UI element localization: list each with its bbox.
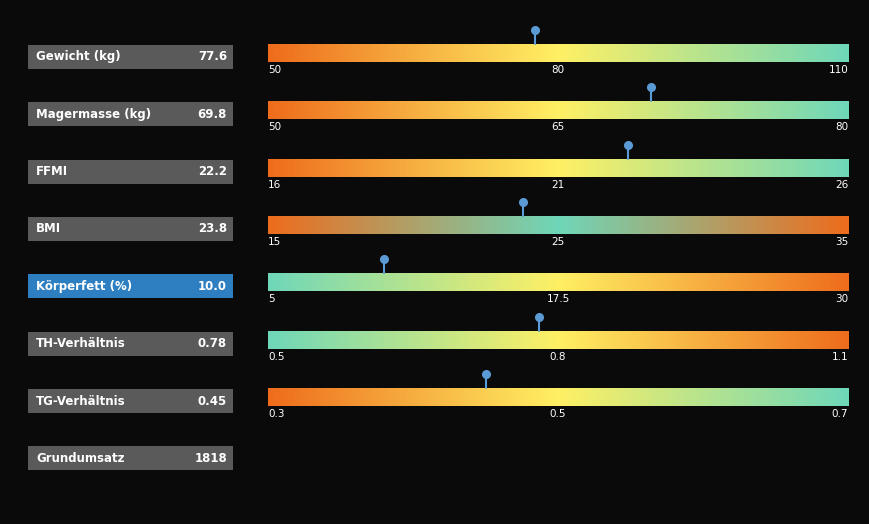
- Text: TH-Verhältnis: TH-Verhältnis: [36, 337, 126, 350]
- Text: 30: 30: [834, 294, 847, 304]
- Text: Grundumsatz: Grundumsatz: [36, 452, 124, 465]
- Text: 10.0: 10.0: [198, 280, 227, 293]
- Text: 15: 15: [268, 237, 281, 247]
- Text: 35: 35: [834, 237, 847, 247]
- Text: 1.1: 1.1: [831, 352, 847, 362]
- FancyBboxPatch shape: [28, 159, 233, 183]
- Text: 0.78: 0.78: [197, 337, 227, 350]
- FancyBboxPatch shape: [28, 274, 233, 298]
- Text: Magermasse (kg): Magermasse (kg): [36, 107, 151, 121]
- Text: Körperfett (%): Körperfett (%): [36, 280, 132, 293]
- Text: 0.7: 0.7: [831, 409, 847, 419]
- FancyBboxPatch shape: [28, 332, 233, 356]
- Text: 80: 80: [834, 122, 847, 132]
- Text: 23.8: 23.8: [197, 222, 227, 235]
- Text: 0.45: 0.45: [197, 395, 227, 408]
- Text: 5: 5: [268, 294, 275, 304]
- Text: Gewicht (kg): Gewicht (kg): [36, 50, 121, 63]
- FancyBboxPatch shape: [28, 217, 233, 241]
- Text: 17.5: 17.5: [546, 294, 569, 304]
- Text: 0.3: 0.3: [268, 409, 284, 419]
- Text: 50: 50: [268, 65, 281, 75]
- Text: 69.8: 69.8: [197, 107, 227, 121]
- Text: 80: 80: [551, 65, 564, 75]
- FancyBboxPatch shape: [28, 389, 233, 413]
- Text: 21: 21: [551, 180, 564, 190]
- Text: TG-Verhältnis: TG-Verhältnis: [36, 395, 125, 408]
- Text: 50: 50: [268, 122, 281, 132]
- Text: 0.5: 0.5: [268, 352, 284, 362]
- Text: 0.5: 0.5: [549, 409, 566, 419]
- Text: FFMI: FFMI: [36, 165, 68, 178]
- Text: 0.8: 0.8: [549, 352, 566, 362]
- Text: 65: 65: [551, 122, 564, 132]
- Text: 25: 25: [551, 237, 564, 247]
- Text: 22.2: 22.2: [198, 165, 227, 178]
- Text: BMI: BMI: [36, 222, 61, 235]
- Text: 110: 110: [827, 65, 847, 75]
- FancyBboxPatch shape: [28, 446, 233, 471]
- Text: 77.6: 77.6: [197, 50, 227, 63]
- FancyBboxPatch shape: [28, 102, 233, 126]
- Text: 16: 16: [268, 180, 281, 190]
- Text: 1818: 1818: [194, 452, 227, 465]
- FancyBboxPatch shape: [28, 45, 233, 69]
- Text: 26: 26: [834, 180, 847, 190]
